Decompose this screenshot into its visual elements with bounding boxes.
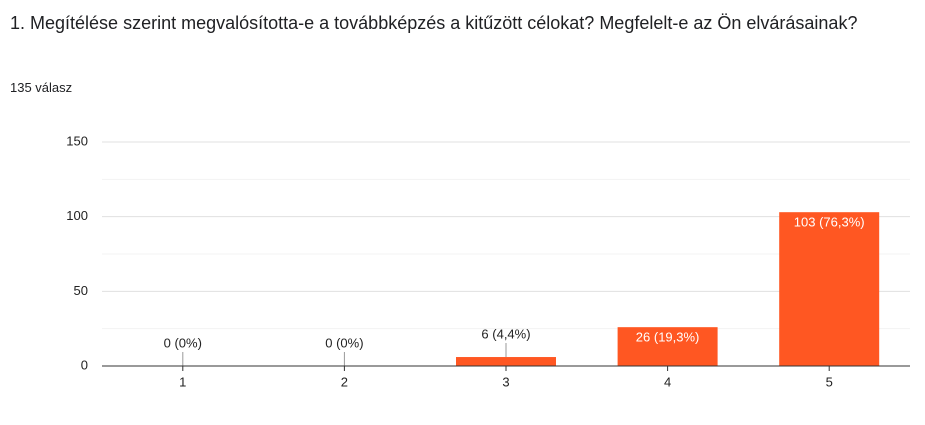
bar — [779, 212, 880, 366]
x-tick-label: 4 — [664, 374, 671, 389]
value-label: 6 (4,4%) — [481, 326, 530, 341]
x-tick-label: 5 — [826, 374, 833, 389]
x-tick-label: 2 — [341, 374, 348, 389]
y-tick-label: 50 — [74, 283, 88, 298]
value-label: 26 (19,3%) — [636, 330, 700, 345]
bar — [617, 327, 718, 366]
value-label: 0 (0%) — [164, 335, 202, 350]
bar — [456, 357, 556, 366]
x-tick-label: 3 — [502, 374, 509, 389]
y-tick-label: 150 — [66, 133, 88, 148]
question-title: 1. Megítélése szerint megvalósította-e a… — [10, 13, 858, 33]
y-tick-label: 0 — [81, 357, 88, 372]
response-count: 135 válasz — [10, 80, 73, 95]
value-label: 103 (76,3%) — [794, 215, 865, 230]
x-tick-label: 1 — [179, 374, 186, 389]
y-tick-label: 100 — [66, 208, 88, 223]
value-label: 0 (0%) — [325, 335, 363, 350]
